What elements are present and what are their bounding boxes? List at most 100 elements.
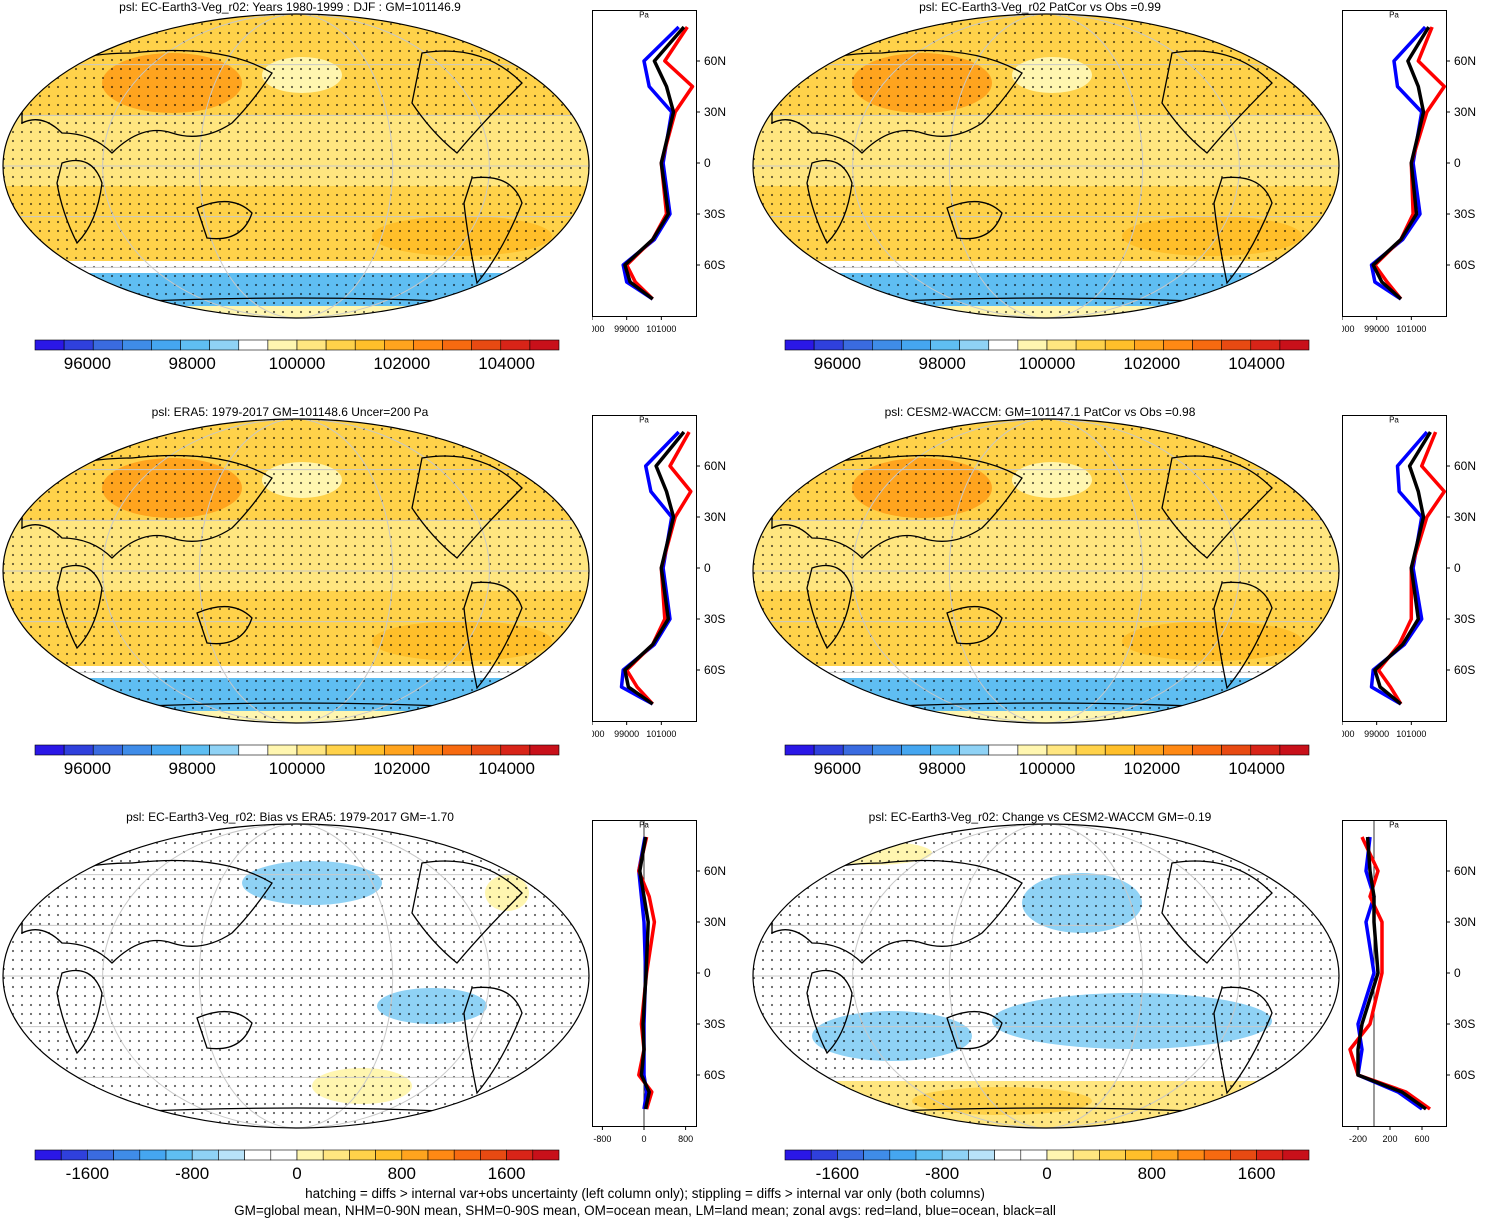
continent-outline-2 xyxy=(946,1011,1003,1050)
colorbar-box xyxy=(270,1149,298,1161)
colorbar-box xyxy=(244,1149,272,1161)
continent-outline-3 xyxy=(411,455,523,559)
lat-label: 60S xyxy=(1454,1068,1475,1082)
continent-outline-4 xyxy=(463,176,523,285)
colorbar-box xyxy=(122,339,152,351)
colorbar-box xyxy=(209,339,240,351)
panel-3-title: psl: ERA5: 1979-2017 GM=101148.6 Uncer=2… xyxy=(151,405,429,419)
colorbar-box xyxy=(842,339,873,351)
lat-label: 0 xyxy=(704,561,711,575)
colorbar-box xyxy=(209,744,240,756)
colorbar-box xyxy=(1075,744,1106,756)
panel-6-map xyxy=(752,823,1340,1129)
colorbar-box xyxy=(1017,339,1048,351)
colorbar-box xyxy=(471,339,502,351)
colorbar-box xyxy=(480,1149,507,1161)
zonal-series-ocean xyxy=(1369,25,1427,301)
colorbar-box xyxy=(500,744,531,756)
graticule xyxy=(3,824,589,1128)
colorbar-box xyxy=(1250,744,1281,756)
colorbar-box xyxy=(442,744,472,756)
colorbar-box xyxy=(968,1149,995,1161)
continent-outline-0 xyxy=(771,49,1023,154)
colorbar-label: 1600 xyxy=(1238,1164,1276,1181)
colorbar-box xyxy=(901,744,931,756)
colorbar-label: 102000 xyxy=(1123,354,1180,371)
colorbar-label: 102000 xyxy=(1123,759,1180,776)
continent-outline-2 xyxy=(196,201,253,240)
continent-outline-1 xyxy=(806,564,853,650)
coastlines xyxy=(21,859,523,1114)
lat-label: 60N xyxy=(704,864,726,878)
panel-3-colorbar: 96000 98000 100000 102000 104000 xyxy=(34,744,560,776)
colorbar-label: 104000 xyxy=(478,354,535,371)
lat-label: 30S xyxy=(704,612,725,626)
colorbar-box xyxy=(354,744,385,756)
continent-outline-0 xyxy=(21,454,273,559)
continent-outline-1 xyxy=(806,969,853,1055)
colorbar-box xyxy=(413,744,443,756)
colorbar-box xyxy=(930,744,960,756)
lat-label: 30S xyxy=(1454,207,1475,221)
zonal-frame xyxy=(1342,10,1447,317)
colorbar-box xyxy=(994,1149,1022,1161)
continent-outline-0 xyxy=(771,454,1023,559)
lat-label: 30N xyxy=(704,915,726,929)
colorbar-box xyxy=(325,744,356,756)
zonal-series-all xyxy=(623,430,686,706)
colorbar-label: 100000 xyxy=(1019,759,1076,776)
x-label: 99000 xyxy=(614,729,639,739)
colorbar-box xyxy=(1017,744,1048,756)
colorbar-label: 800 xyxy=(388,1164,416,1181)
colorbar-label: 102000 xyxy=(373,354,430,371)
colorbar-box xyxy=(988,339,1019,351)
colorbar-label: 100000 xyxy=(269,759,326,776)
lat-label: 0 xyxy=(704,966,711,980)
x-label: 99000 xyxy=(1364,324,1389,334)
zonal-frame xyxy=(1342,820,1447,1127)
colorbar-box xyxy=(384,339,414,351)
colorbar-box xyxy=(529,744,560,756)
continent-outline-3 xyxy=(1161,860,1273,964)
colorbar-label: 96000 xyxy=(64,759,111,776)
panel-6-zonal-mean: Pa 60N 30N 0 30S 60S -200 200 600 xyxy=(1342,820,1476,1144)
x-label: 99000 xyxy=(614,324,639,334)
colorbar-box xyxy=(349,1149,376,1161)
x-label: 101000 xyxy=(1396,729,1426,739)
colorbar-box xyxy=(1230,1149,1257,1161)
continent-outline-3 xyxy=(1161,455,1273,559)
lat-label: 60N xyxy=(1454,54,1476,68)
colorbar-box xyxy=(506,1149,534,1161)
zonal-unit: Pa xyxy=(1389,821,1399,830)
colorbar-box xyxy=(471,744,502,756)
colorbar-box xyxy=(959,339,990,351)
colorbar-box xyxy=(959,744,990,756)
lat-label: 60S xyxy=(1454,663,1475,677)
panel-4-map xyxy=(752,418,1340,724)
zonal-series-ocean xyxy=(1369,430,1429,706)
continent-outline-3 xyxy=(411,860,523,964)
panel-2-colorbar: 96000 98000 100000 102000 104000 xyxy=(784,339,1310,371)
continent-outline-4 xyxy=(1213,986,1273,1095)
panel-3-zonal-mean: Pa 60N 30N 0 30S 60S 97000 99000 101000 xyxy=(592,415,726,739)
colorbar-box xyxy=(1192,339,1222,351)
map-border xyxy=(2,823,590,1129)
colorbar-box xyxy=(1163,339,1193,351)
colorbar-box xyxy=(813,339,844,351)
colorbar-box xyxy=(1282,1149,1310,1161)
graticule xyxy=(3,14,589,318)
zonal-frame xyxy=(1342,415,1447,722)
colorbar-box xyxy=(191,1149,219,1161)
colorbar-box xyxy=(92,339,123,351)
continent-outline-2 xyxy=(946,201,1003,240)
continent-outline-1 xyxy=(806,159,853,245)
colorbar-box xyxy=(784,339,815,351)
panel-1-zonal-mean: Pa 60N 30N 0 30S 60S 97000 99000 101000 xyxy=(592,10,726,334)
colorbar-box xyxy=(1104,339,1135,351)
continent-outline-4 xyxy=(1213,176,1273,285)
colorbar-label: 96000 xyxy=(814,759,861,776)
panel-1-colorbar: 96000 98000 100000 102000 104000 xyxy=(34,339,560,371)
x-label: 600 xyxy=(1414,1134,1429,1144)
colorbar-box xyxy=(1125,1149,1153,1161)
colorbar-box xyxy=(442,339,472,351)
